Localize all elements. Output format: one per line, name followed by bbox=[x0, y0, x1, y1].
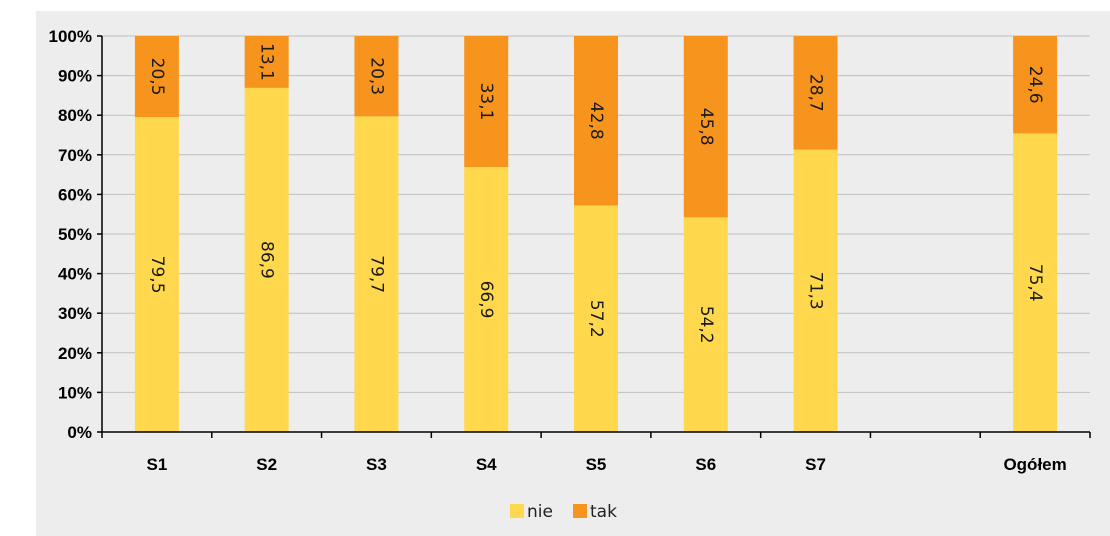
y-tick-label: 80% bbox=[58, 106, 92, 125]
y-tick-label: 90% bbox=[58, 67, 92, 86]
x-tick-label: S6 bbox=[695, 455, 716, 474]
data-label-nie: 54,2 bbox=[696, 306, 716, 344]
data-label-tak: 20,5 bbox=[147, 58, 167, 96]
legend-label-nie: nie bbox=[527, 502, 553, 522]
y-tick-label: 30% bbox=[58, 304, 92, 323]
data-label-nie: 75,4 bbox=[1025, 264, 1045, 302]
data-label-nie: 71,3 bbox=[806, 272, 826, 310]
data-label-nie: 79,7 bbox=[366, 255, 386, 293]
y-tick-label: 60% bbox=[58, 185, 92, 204]
bars: 79,5 20,5 86,9 13,1 79,7 20,3 66,9 33,1 57,2 42,8… bbox=[134, 36, 1058, 433]
y-tick-label: 70% bbox=[58, 146, 92, 165]
bar-tak bbox=[354, 36, 399, 117]
x-tick-label: S1 bbox=[146, 455, 167, 474]
x-tick-label: S5 bbox=[586, 455, 607, 474]
bar-nie bbox=[244, 87, 289, 432]
bar-nie bbox=[683, 217, 728, 432]
bar-nie bbox=[134, 117, 179, 433]
data-label-nie: 86,9 bbox=[257, 241, 277, 279]
legend: nie tak bbox=[510, 502, 617, 522]
x-axis: S1 S2 S3 S4 S5 S6 S7 Ogółem bbox=[101, 431, 1091, 474]
x-tick-label: Ogółem bbox=[1003, 455, 1066, 474]
bar-nie bbox=[574, 205, 618, 432]
data-label-tak: 42,8 bbox=[586, 102, 606, 140]
bar-nie bbox=[354, 116, 399, 432]
y-tick-label: 100% bbox=[49, 27, 92, 46]
y-axis: 0% 10% 20% 30% 40% 50% 60% 70% 80% 90% 100% bbox=[49, 27, 103, 442]
bar-nie bbox=[464, 167, 509, 433]
bar-tak bbox=[683, 36, 728, 218]
data-label-tak: 45,8 bbox=[696, 108, 716, 146]
y-tick-label: 0% bbox=[67, 423, 92, 442]
data-label-tak: 33,1 bbox=[476, 83, 496, 121]
bar-tak bbox=[464, 36, 509, 168]
y-tick-label: 20% bbox=[58, 344, 92, 363]
legend-swatch-tak bbox=[573, 504, 587, 518]
data-label-nie: 57,2 bbox=[586, 300, 606, 338]
data-label-tak: 28,7 bbox=[806, 74, 826, 112]
y-tick-label: 50% bbox=[58, 225, 92, 244]
data-label-nie: 79,5 bbox=[147, 256, 167, 294]
data-label-tak: 20,3 bbox=[366, 57, 386, 95]
x-tick-label: S2 bbox=[256, 455, 277, 474]
x-tick-label: S4 bbox=[476, 455, 497, 474]
bar-tak bbox=[1013, 36, 1058, 134]
data-label-tak: 24,6 bbox=[1025, 66, 1045, 104]
data-label-tak: 13,1 bbox=[257, 43, 277, 81]
x-tick-label: S3 bbox=[366, 455, 387, 474]
bar-tak bbox=[574, 36, 618, 206]
legend-label-tak: tak bbox=[590, 502, 617, 522]
legend-swatch-nie bbox=[510, 504, 524, 518]
bar-nie bbox=[1013, 133, 1058, 432]
bar-tak bbox=[244, 36, 289, 88]
data-label-nie: 66,9 bbox=[476, 281, 496, 319]
bar-tak bbox=[134, 36, 179, 118]
bar-nie bbox=[793, 149, 838, 433]
x-tick-label: S7 bbox=[805, 455, 826, 474]
y-tick-label: 40% bbox=[58, 265, 92, 284]
y-tick-label: 10% bbox=[58, 383, 92, 402]
bar-tak bbox=[793, 36, 838, 150]
